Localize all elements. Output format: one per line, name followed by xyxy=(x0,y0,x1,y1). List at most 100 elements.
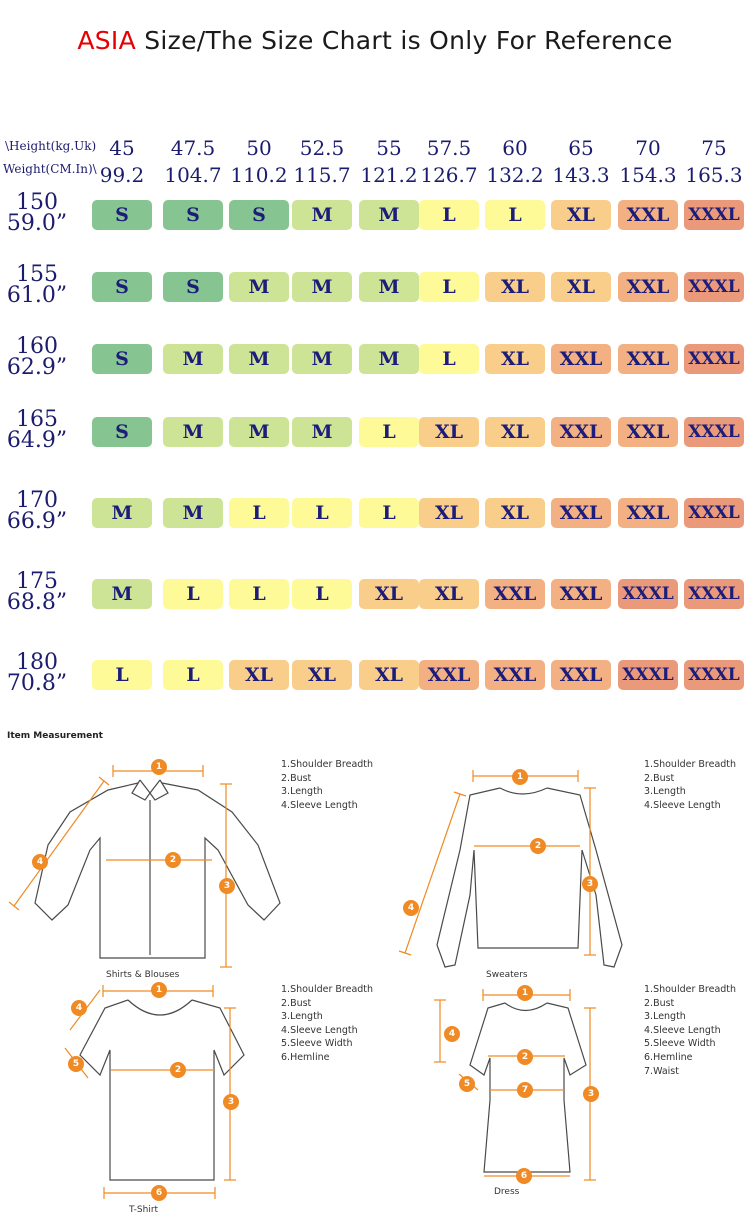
weight-kg-header: 47.5 xyxy=(170,136,216,160)
size-cell: XL xyxy=(359,660,419,690)
size-cell: XXL xyxy=(618,344,678,374)
sweater-illustration: 1 2 3 4 xyxy=(398,769,623,968)
size-cell: XL xyxy=(359,579,419,609)
svg-text:4: 4 xyxy=(37,857,43,867)
svg-text:4: 4 xyxy=(408,903,414,913)
size-cell: M xyxy=(359,344,419,374)
size-cell: M xyxy=(163,344,223,374)
height-cm-label: 170 xyxy=(16,488,58,513)
weight-kg-header: 60 xyxy=(502,136,528,160)
dress-legend: 1.Shoulder Breadth 2.Bust 3.Length 4.Sle… xyxy=(644,983,736,1078)
size-cell: L xyxy=(292,498,352,528)
weight-kg-header: 55 xyxy=(376,136,402,160)
tshirt-illustration: 1 2 3 4 5 6 xyxy=(64,982,245,1201)
svg-text:3: 3 xyxy=(224,881,230,891)
weight-kg-header: 50 xyxy=(246,136,272,160)
size-cell: XXXL xyxy=(618,579,678,609)
size-cell: XXL xyxy=(485,660,545,690)
size-cell: M xyxy=(359,200,419,230)
height-in-label: 62.9” xyxy=(6,355,68,380)
legend-item: 1.Shoulder Breadth xyxy=(281,984,374,995)
weight-kg-header: 45 xyxy=(109,136,135,160)
weight-kg-header: 70 xyxy=(635,136,661,160)
size-cell: XXL xyxy=(618,272,678,302)
size-cell: M xyxy=(229,417,289,447)
size-cell: XXXL xyxy=(684,579,744,609)
size-cell: S xyxy=(163,272,223,302)
weight-lb-header: 110.2 xyxy=(230,163,288,187)
size-cell: XL xyxy=(419,498,479,528)
size-cell: L xyxy=(359,417,419,447)
svg-text:1: 1 xyxy=(517,772,523,782)
legend-item: 3.Length xyxy=(644,786,686,798)
legend-item: 2.Bust xyxy=(281,997,312,1009)
size-cell: M xyxy=(163,417,223,447)
size-cell: XXXL xyxy=(684,200,744,230)
size-cell: XL xyxy=(485,272,545,302)
size-cell: M xyxy=(292,417,352,447)
weight-kg-header: 52.5 xyxy=(299,136,345,160)
height-cm-label: 160 xyxy=(16,334,58,359)
size-cell: XXL xyxy=(551,660,611,690)
size-cell: XL xyxy=(419,579,479,609)
size-cell: S xyxy=(92,344,152,374)
legend-item: 6.Hemline xyxy=(644,1051,693,1063)
size-cell: XXXL xyxy=(684,344,744,374)
weight-lb-header: 126.7 xyxy=(420,163,478,187)
size-cell: L xyxy=(292,579,352,609)
size-cell: L xyxy=(163,660,223,690)
svg-text:6: 6 xyxy=(521,1171,527,1181)
size-cell: XXL xyxy=(551,417,611,447)
weight-lb-header: 99.2 xyxy=(99,163,145,187)
size-cell: L xyxy=(163,579,223,609)
dress-illustration: 1 2 3 4 5 6 7 xyxy=(434,985,599,1184)
size-cell: M xyxy=(292,272,352,302)
item-measurement-title: Item Measurement xyxy=(7,731,103,741)
height-in-label: 66.9” xyxy=(6,509,68,534)
svg-text:4: 4 xyxy=(449,1029,455,1039)
size-cell: M xyxy=(229,272,289,302)
svg-text:4: 4 xyxy=(76,1003,82,1013)
shirt-illustration: 1 2 3 4 xyxy=(8,759,281,968)
legend-item: 6.Hemline xyxy=(281,1051,330,1063)
svg-text:2: 2 xyxy=(535,841,541,851)
size-cell: L xyxy=(419,272,479,302)
legend-item: 3.Length xyxy=(644,1011,686,1023)
weight-kg-header: 57.5 xyxy=(426,136,472,160)
legend-item: 5.Sleeve Width xyxy=(281,1038,353,1050)
dress-caption: Dress xyxy=(494,1187,520,1197)
legend-item: 1.Shoulder Breadth xyxy=(644,984,737,995)
size-cell: XL xyxy=(292,660,352,690)
size-cell: XXL xyxy=(485,579,545,609)
size-cell: XL xyxy=(419,417,479,447)
svg-text:3: 3 xyxy=(228,1097,234,1107)
size-cell: XXXL xyxy=(684,660,744,690)
size-cell: XL xyxy=(485,344,545,374)
size-cell: XXL xyxy=(419,660,479,690)
height-axis-label: Weight(CM.In)\ xyxy=(3,162,97,176)
size-cell: XXXL xyxy=(618,660,678,690)
svg-text:5: 5 xyxy=(73,1059,79,1069)
size-cell: XXL xyxy=(551,344,611,374)
size-cell: S xyxy=(92,200,152,230)
size-cell: L xyxy=(419,200,479,230)
size-cell: XL xyxy=(485,417,545,447)
svg-text:1: 1 xyxy=(522,988,528,998)
height-in-label: 68.8” xyxy=(6,590,68,615)
height-cm-label: 180 xyxy=(16,650,58,675)
size-cell: XXXL xyxy=(684,417,744,447)
weight-lb-header: 104.7 xyxy=(164,163,222,187)
size-cell: M xyxy=(292,344,352,374)
svg-text:3: 3 xyxy=(588,1089,594,1099)
height-in-label: 70.8” xyxy=(6,671,68,696)
size-cell: L xyxy=(359,498,419,528)
legend-item: 3.Length xyxy=(281,1011,323,1023)
size-cell: S xyxy=(163,200,223,230)
tshirt-caption: T-Shirt xyxy=(129,1205,159,1215)
legend-item: 3.Length xyxy=(281,786,323,798)
svg-text:3: 3 xyxy=(587,879,593,889)
size-cell: L xyxy=(485,200,545,230)
legend-item: 4.Sleeve Length xyxy=(644,799,721,811)
size-cell: M xyxy=(292,200,352,230)
size-cell: XXL xyxy=(618,417,678,447)
